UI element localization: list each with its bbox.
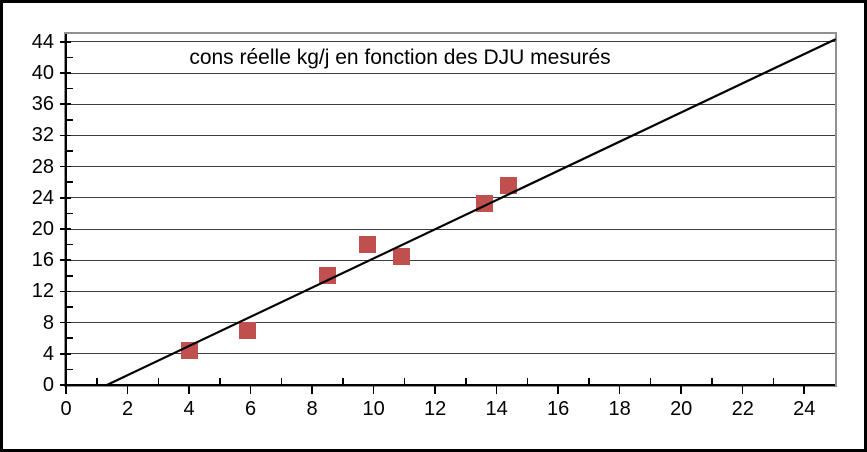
data-point-marker: [392, 247, 410, 265]
x-minor-tick: [403, 378, 406, 384]
x-minor-tick: [157, 378, 160, 384]
y-minor-tick: [66, 56, 73, 59]
x-minor-tick: [711, 378, 713, 384]
x-major-tick: [803, 385, 805, 394]
y-tick-label: 16: [31, 249, 54, 272]
x-minor-tick: [280, 378, 283, 384]
x-major-tick: [372, 385, 375, 394]
x-tick-label: 14: [485, 398, 508, 420]
x-tick-label: 16: [547, 398, 570, 420]
y-gridline: [66, 72, 835, 74]
y-major-tick: [60, 321, 71, 324]
y-gridline: [66, 228, 835, 230]
x-major-tick: [188, 385, 190, 394]
y-major-tick: [60, 290, 71, 293]
data-point-marker: [358, 236, 376, 254]
y-gridline: [66, 197, 835, 199]
x-tick-label: 24: [793, 398, 816, 420]
x-major-tick: [618, 385, 621, 394]
y-major-tick: [60, 259, 71, 261]
x-major-tick: [249, 385, 252, 394]
data-point-marker: [238, 321, 256, 339]
y-minor-tick: [66, 275, 73, 277]
data-point-marker: [500, 176, 518, 194]
x-tick-label: 8: [306, 398, 318, 420]
y-gridline: [66, 134, 835, 136]
y-tick-label: 28: [31, 155, 54, 178]
y-gridline: [66, 259, 835, 261]
y-major-tick: [60, 197, 71, 199]
y-tick-label: 20: [31, 218, 54, 240]
y-gridline: [66, 322, 835, 324]
x-tick-label: 6: [244, 398, 257, 420]
y-major-tick: [60, 72, 71, 74]
y-major-tick: [60, 103, 71, 105]
x-tick-label: 12: [423, 398, 447, 420]
y-gridline: [66, 41, 835, 43]
x-major-tick: [434, 385, 436, 394]
y-major-tick: [60, 41, 71, 43]
y-minor-tick: [66, 306, 73, 308]
y-gridline: [66, 103, 835, 105]
trend-line: [105, 38, 837, 387]
x-axis-line: [65, 384, 835, 386]
y-minor-tick: [66, 368, 73, 371]
x-minor-tick: [772, 378, 775, 384]
y-tick-label: 32: [31, 124, 54, 147]
x-minor-tick: [588, 378, 590, 384]
y-gridline: [66, 353, 835, 355]
y-tick-label: 40: [31, 62, 54, 84]
y-tick-label: 0: [42, 374, 54, 396]
x-major-tick: [126, 385, 129, 394]
x-major-tick: [65, 385, 67, 394]
x-tick-label: 10: [362, 398, 385, 420]
y-tick-label: 4: [42, 342, 54, 365]
y-gridline: [66, 290, 835, 292]
y-major-tick: [60, 134, 71, 137]
y-tick-label: 36: [31, 93, 54, 116]
y-major-tick: [60, 228, 71, 230]
y-axis-line: [65, 34, 67, 385]
x-tick-label: 2: [121, 398, 134, 420]
y-minor-tick: [66, 243, 73, 246]
y-tick-label: 24: [31, 186, 54, 209]
y-minor-tick: [66, 119, 73, 121]
x-minor-tick: [219, 378, 221, 384]
x-tick-label: 4: [183, 398, 195, 420]
x-minor-tick: [649, 378, 652, 384]
y-minor-tick: [66, 212, 73, 215]
x-tick-label: 18: [608, 398, 631, 420]
x-major-tick: [557, 385, 559, 394]
y-minor-tick: [66, 87, 73, 90]
x-minor-tick: [96, 378, 98, 384]
x-tick-label: 20: [670, 398, 693, 420]
x-minor-tick: [465, 378, 467, 384]
x-tick-label: 22: [731, 398, 754, 420]
y-minor-tick: [66, 181, 73, 183]
chart-title: cons réelle kg/j en fonction des DJU mes…: [189, 46, 611, 69]
y-tick-label: 8: [42, 311, 54, 334]
x-major-tick: [311, 385, 313, 394]
x-major-tick: [680, 385, 682, 394]
y-minor-tick: [66, 337, 73, 339]
y-minor-tick: [66, 150, 73, 152]
y-major-tick: [60, 353, 71, 355]
y-gridline: [66, 166, 835, 168]
y-tick-label: 44: [31, 30, 54, 53]
data-point-marker: [180, 342, 198, 360]
y-major-tick: [60, 165, 71, 168]
x-minor-tick: [342, 378, 344, 384]
y-tick-label: 12: [31, 280, 54, 303]
x-major-tick: [495, 385, 498, 394]
x-tick-label: 0: [60, 398, 72, 420]
x-major-tick: [741, 385, 744, 394]
x-minor-tick: [526, 378, 529, 384]
